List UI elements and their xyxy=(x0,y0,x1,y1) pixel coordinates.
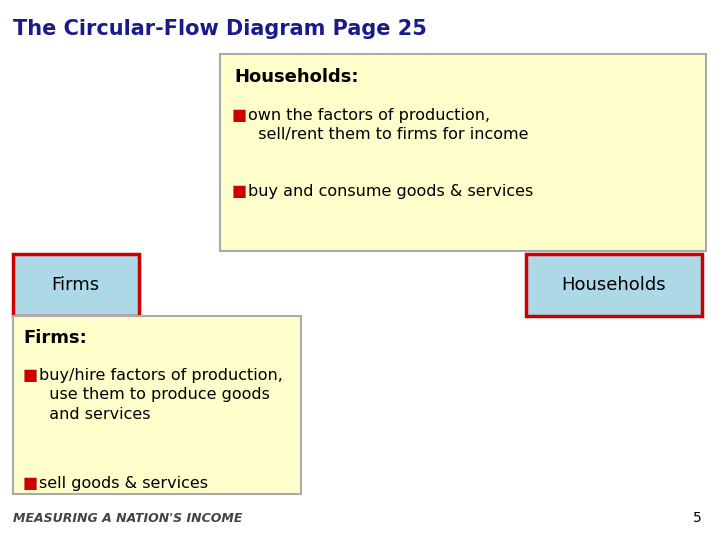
Text: ■: ■ xyxy=(232,108,247,123)
Text: ■: ■ xyxy=(23,476,38,491)
Text: own the factors of production,
  sell/rent them to firms for income: own the factors of production, sell/rent… xyxy=(248,108,528,142)
FancyBboxPatch shape xyxy=(526,254,702,316)
Text: ■: ■ xyxy=(23,368,38,383)
Text: The Circular-Flow Diagram Page 25: The Circular-Flow Diagram Page 25 xyxy=(13,19,427,39)
Text: Firms: Firms xyxy=(52,276,99,294)
FancyBboxPatch shape xyxy=(13,254,139,316)
Text: Households:: Households: xyxy=(234,68,359,85)
Text: Households: Households xyxy=(561,276,666,294)
Text: 5: 5 xyxy=(693,511,702,525)
Text: buy and consume goods & services: buy and consume goods & services xyxy=(248,184,533,199)
Text: MEASURING A NATION'S INCOME: MEASURING A NATION'S INCOME xyxy=(13,512,243,525)
Text: Firms:: Firms: xyxy=(23,329,87,347)
Text: sell goods & services: sell goods & services xyxy=(39,476,208,491)
FancyBboxPatch shape xyxy=(13,316,301,494)
Text: buy/hire factors of production,
  use them to produce goods
  and services: buy/hire factors of production, use them… xyxy=(39,368,283,422)
FancyBboxPatch shape xyxy=(220,54,706,251)
Text: ■: ■ xyxy=(232,184,247,199)
